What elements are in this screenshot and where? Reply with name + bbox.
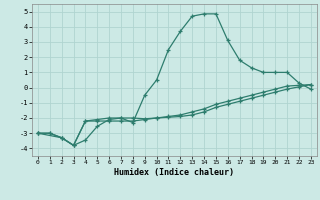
- X-axis label: Humidex (Indice chaleur): Humidex (Indice chaleur): [115, 168, 234, 177]
